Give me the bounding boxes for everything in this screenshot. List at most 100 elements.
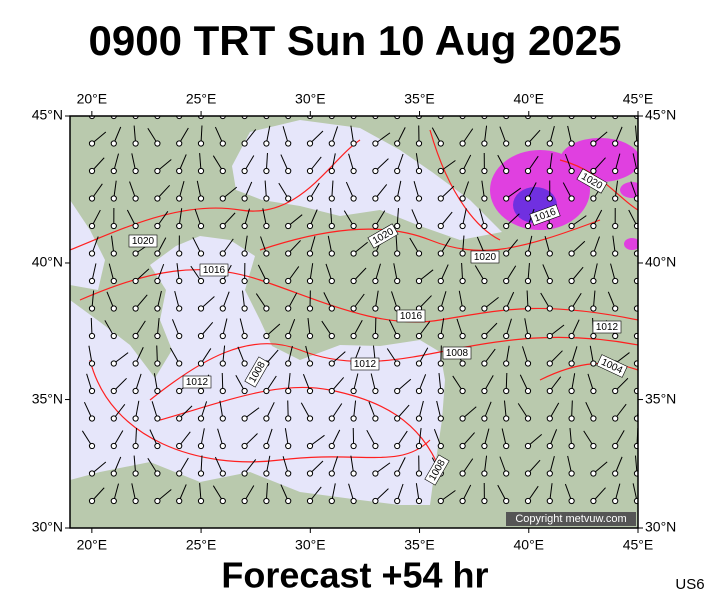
barb-station — [416, 278, 421, 283]
barb-station — [198, 471, 203, 476]
barb-station — [547, 278, 552, 283]
barb-station — [395, 388, 400, 393]
barb-station — [286, 361, 291, 366]
barb-station — [460, 416, 465, 421]
barb-station — [198, 416, 203, 421]
isobar-label: 1012 — [183, 376, 211, 388]
lat-label: 40°N — [645, 254, 676, 270]
barb-station — [482, 333, 487, 338]
barb-station — [373, 498, 378, 503]
barb-station — [525, 361, 530, 366]
barb-station — [111, 168, 116, 173]
barb-station — [198, 251, 203, 256]
barb-station — [569, 306, 574, 311]
barb-station — [133, 333, 138, 338]
barb-station — [329, 471, 334, 476]
barb-station — [133, 471, 138, 476]
lat-label: 40°N — [32, 254, 63, 270]
barb-station — [438, 168, 443, 173]
barb-station — [591, 196, 596, 201]
barb-station — [395, 498, 400, 503]
lat-label: 30°N — [32, 519, 63, 535]
barb-station — [613, 251, 618, 256]
barb-station — [373, 141, 378, 146]
barb-station — [264, 278, 269, 283]
barb-station — [307, 443, 312, 448]
barb-station — [155, 278, 160, 283]
barb-station — [438, 443, 443, 448]
barb-station — [286, 251, 291, 256]
barb-station — [373, 443, 378, 448]
barb-station — [613, 306, 618, 311]
barb-station — [547, 443, 552, 448]
barb-station — [613, 223, 618, 228]
barb-station — [155, 416, 160, 421]
barb-station — [111, 471, 116, 476]
barb-station — [504, 278, 509, 283]
barb-station — [286, 498, 291, 503]
barb-station — [198, 498, 203, 503]
barb-station — [242, 196, 247, 201]
barb-station — [438, 251, 443, 256]
barb-station — [307, 388, 312, 393]
barb-station — [504, 251, 509, 256]
barb-station — [307, 223, 312, 228]
barb-station — [286, 333, 291, 338]
barb-station — [329, 416, 334, 421]
barb-station — [373, 306, 378, 311]
barb-station — [198, 443, 203, 448]
barb-station — [438, 498, 443, 503]
barb-station — [89, 361, 94, 366]
barb-station — [613, 333, 618, 338]
barb-station — [220, 168, 225, 173]
barb-station — [307, 361, 312, 366]
barb-station — [482, 443, 487, 448]
barb-station — [460, 361, 465, 366]
barb-station — [89, 196, 94, 201]
barb-station — [416, 388, 421, 393]
barb-station — [351, 416, 356, 421]
barb-station — [460, 223, 465, 228]
barb-station — [198, 196, 203, 201]
barb-station — [264, 416, 269, 421]
barb-station — [547, 388, 552, 393]
barb-station — [307, 278, 312, 283]
barb-station — [591, 388, 596, 393]
barb-station — [438, 278, 443, 283]
barb-station — [569, 471, 574, 476]
barb-station — [177, 141, 182, 146]
lon-label: 25°E — [186, 537, 217, 553]
barb-station — [177, 196, 182, 201]
barb-station — [416, 471, 421, 476]
barb-station — [329, 498, 334, 503]
barb-station — [155, 223, 160, 228]
lat-label: 35°N — [645, 390, 676, 406]
barb-station — [395, 278, 400, 283]
barb-station — [373, 196, 378, 201]
barb-station — [504, 471, 509, 476]
barb-station — [547, 223, 552, 228]
barb-station — [613, 498, 618, 503]
barb-station — [220, 278, 225, 283]
barb-station — [307, 251, 312, 256]
barb-station — [482, 141, 487, 146]
barb-station — [438, 306, 443, 311]
barb-station — [155, 141, 160, 146]
barb-station — [133, 498, 138, 503]
barb-station — [220, 251, 225, 256]
barb-station — [307, 416, 312, 421]
isobar-label: 1012 — [351, 358, 379, 370]
barb-station — [155, 388, 160, 393]
barb-station — [504, 141, 509, 146]
barb-station — [89, 471, 94, 476]
barb-station — [395, 141, 400, 146]
barb-station — [242, 306, 247, 311]
barb-station — [198, 141, 203, 146]
barb-station — [591, 471, 596, 476]
code-label: US6 — [675, 576, 704, 593]
barb-station — [177, 333, 182, 338]
lat-label: 35°N — [32, 390, 63, 406]
barb-station — [111, 251, 116, 256]
barb-station — [220, 388, 225, 393]
barb-station — [89, 141, 94, 146]
